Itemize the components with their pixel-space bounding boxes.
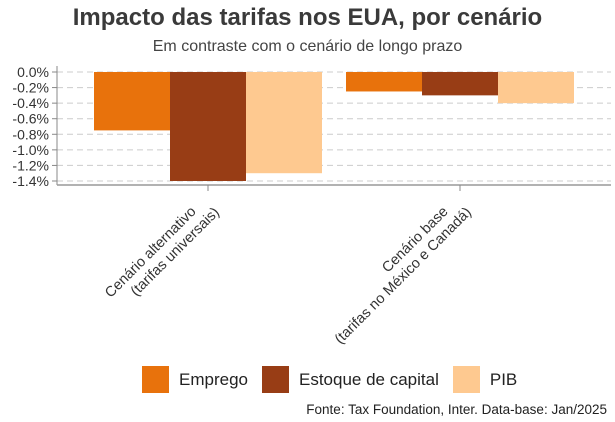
legend: Emprego Estoque de capital PIB	[142, 366, 531, 393]
legend-label-emprego: Emprego	[179, 369, 248, 389]
legend-swatch-estoque-de-capital	[261, 366, 289, 393]
category-labels: Cenário alternativo(tarifas universais) C…	[102, 193, 475, 348]
source-note: Fonte: Tax Foundation, Inter. Data-base:…	[306, 402, 607, 417]
legend-item-emprego: Emprego	[142, 366, 248, 393]
y-axis-ticks: 0.0%-0.2%-0.4%-0.6%-0.8%-1.0%-1.2%-1.4%	[12, 64, 57, 189]
bar-pib-2	[498, 72, 574, 104]
bar-chart: 0.0%-0.2%-0.4%-0.6%-0.8%-1.0%-1.2%-1.4% …	[12, 64, 611, 348]
y-tick-label: -1.0%	[12, 142, 49, 158]
legend-label-estoque-de-capital: Estoque de capital	[298, 369, 439, 389]
bar-estoque-de-capital-2	[422, 72, 498, 96]
category-label: Cenário base(tarifas no México e Canadá)	[320, 193, 475, 348]
category-label: Cenário alternativo(tarifas universais)	[102, 193, 223, 314]
legend-label-pib: PIB	[489, 369, 518, 389]
legend-item-estoque-de-capital: Estoque de capital	[261, 366, 439, 393]
y-tick-label: -0.4%	[12, 95, 49, 111]
y-tick-label: -1.2%	[12, 157, 49, 173]
legend-swatch-emprego	[142, 366, 169, 393]
bar-emprego-1	[94, 72, 170, 131]
bar-estoque-de-capital-1	[170, 72, 246, 181]
y-tick-label: -0.8%	[12, 126, 49, 142]
chart-title: Impacto das tarifas nos EUA, por cenário	[72, 4, 543, 31]
y-tick-label: 0.0%	[17, 64, 49, 80]
y-tick-label: -0.2%	[12, 80, 49, 96]
bar-emprego-2	[346, 72, 422, 92]
legend-swatch-pib	[452, 366, 480, 393]
chart-subtitle: Em contraste com o cenário de longo praz…	[152, 38, 463, 55]
y-tick-label: -1.4%	[12, 173, 49, 189]
legend-item-pib: PIB	[452, 366, 518, 393]
bar-pib-1	[246, 72, 322, 174]
category-label-line: (tarifas no México e Canadá)	[332, 205, 475, 348]
y-tick-label: -0.6%	[12, 111, 49, 127]
bars	[94, 72, 574, 181]
